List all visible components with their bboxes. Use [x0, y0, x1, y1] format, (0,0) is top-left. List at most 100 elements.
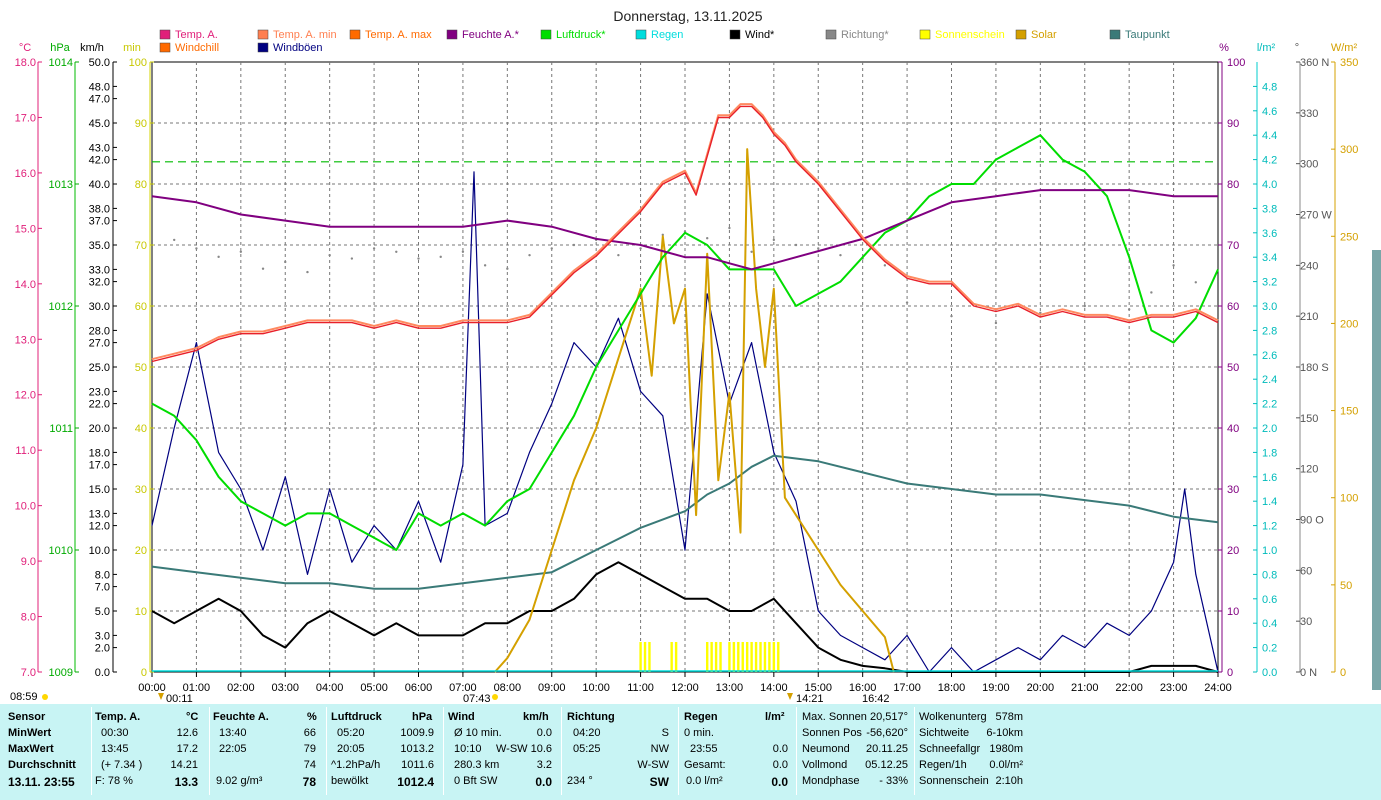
- humidity-max-time: 22:05: [219, 743, 247, 755]
- series-solar: [494, 148, 895, 673]
- axis-tick-label-pressure: 1013: [49, 179, 73, 191]
- sunshine-bar: [737, 642, 740, 672]
- direction-dot: [817, 247, 820, 250]
- axis-tick-label-wind: 27.0: [89, 338, 110, 350]
- legend-swatch: [540, 29, 552, 40]
- sunshine-bar: [719, 642, 722, 672]
- legend-swatch: [257, 29, 269, 40]
- axis-tick-label-temp: 14.0: [15, 279, 36, 291]
- direction-dot: [483, 264, 487, 267]
- legend-label: Temp. A. max: [365, 29, 432, 41]
- axis-tick-label-wind: 12.0: [89, 521, 110, 533]
- moonset-label: 14:21: [796, 693, 824, 704]
- sunrise-icon: [492, 694, 498, 700]
- legend-swatch: [257, 42, 269, 53]
- x-tick-label: 15:00: [804, 682, 832, 694]
- wind-avg10-label: Ø 10 min.: [454, 727, 502, 739]
- axis-tick-label-rain: 1.0: [1262, 545, 1277, 557]
- temp-current-value: 13.3: [174, 775, 198, 789]
- sunshine-bar: [728, 642, 731, 672]
- x-tick-label: 02:00: [227, 682, 255, 694]
- axis-tick-label-wind: 32.0: [89, 277, 110, 289]
- axis-tick-label-temp: 10.0: [15, 501, 36, 513]
- chart-background: [0, 0, 1381, 704]
- rain-max-value: 0.0: [772, 743, 788, 755]
- axis-tick-label-min: 10: [135, 606, 147, 618]
- axis-tick-label-rain: 2.6: [1262, 350, 1277, 362]
- direction-dot: [550, 247, 553, 250]
- sensor-header: Sensor: [8, 711, 46, 723]
- axis-tick-label-direction: 180 S: [1300, 362, 1329, 374]
- moonset-icon: [787, 693, 793, 700]
- x-tick-label: 13:00: [716, 682, 744, 694]
- panel-divider: [914, 707, 915, 795]
- direction-dot: [750, 250, 753, 253]
- direction-dot: [572, 243, 576, 247]
- rain-max-time: 23:55: [690, 743, 718, 755]
- sensor-min-label: MinWert: [8, 727, 52, 739]
- visibility-label: Sichtweite: [919, 727, 970, 739]
- direction-dot: [395, 250, 398, 253]
- axis-tick-label-rain: 3.4: [1262, 252, 1277, 264]
- sunshine-bar: [732, 642, 736, 672]
- axis-tick-label-rain: 0.6: [1262, 594, 1277, 606]
- legend-label: Regen: [651, 29, 683, 41]
- markers: 08:59 00:11 07:43 14:21 16:42: [10, 691, 890, 704]
- axis-tick-label-wind: 17.0: [89, 460, 110, 472]
- panel-divider: [326, 707, 327, 795]
- axis-tick-label-temp: 16.0: [15, 168, 36, 180]
- moon-phase-value: - 33%: [879, 775, 908, 787]
- axis-tick-label-pressure: 1010: [49, 545, 73, 557]
- legend-swatch: [1015, 29, 1027, 40]
- axis-tick-label-rain: 4.8: [1262, 81, 1277, 93]
- humidity-current-note: 9.02 g/m³: [216, 775, 263, 787]
- axis-tick-label-humidity: 70: [1227, 240, 1239, 252]
- legend: Temp. A. Temp. A. min Temp. A. max Feuchte …: [159, 29, 1170, 54]
- sunset-label: 16:42: [862, 693, 890, 704]
- x-tick-label: 00:00: [138, 682, 166, 694]
- axis-tick-label-direction: 330: [1300, 108, 1318, 120]
- axis-tick-label-humidity: 60: [1227, 301, 1239, 313]
- sunshine-bar: [741, 642, 744, 672]
- x-tick-label: 17:00: [893, 682, 921, 694]
- axis-tick-label-temp: 15.0: [15, 223, 36, 235]
- axis-tick-label-wind: 33.0: [89, 264, 110, 276]
- axis-tick-label-min: 30: [135, 484, 147, 496]
- direction-dot: [461, 250, 465, 253]
- axis-tick-label-rain: 2.2: [1262, 399, 1277, 411]
- direction-dot: [328, 253, 331, 257]
- x-tick-label: 20:00: [1027, 682, 1055, 694]
- axis-tick-label-temp: 13.0: [15, 334, 36, 346]
- x-tick-label: 24:00: [1204, 682, 1232, 694]
- axis-tick-label-min: 60: [135, 301, 147, 313]
- sunshine-bar: [759, 642, 762, 672]
- legend-swatch: [919, 29, 931, 40]
- axis-tick-label-wind: 38.0: [89, 203, 110, 215]
- x-tick-label: 19:00: [982, 682, 1010, 694]
- axis-tick-label-rain: 2.8: [1262, 325, 1277, 337]
- axis-tick-label-wind: 42.0: [89, 155, 110, 167]
- sunshine-bar: [768, 642, 771, 672]
- axis-tick-label-wind: 5.0: [95, 606, 110, 618]
- temp-min-value: 12.6: [176, 727, 198, 739]
- direction-dot: [950, 314, 953, 318]
- direction-dot: [528, 253, 531, 257]
- temp-current-note: F: 78 %: [95, 775, 133, 787]
- x-tick-label: 22:00: [1115, 682, 1143, 694]
- direction-avg-value: W-SW: [637, 759, 669, 771]
- axis-tick-label-solar: 150: [1340, 406, 1358, 418]
- direction-max-value: NW: [650, 743, 669, 755]
- series-luftdruck: [151, 134, 1219, 551]
- axis-tick-label-rain: 4.4: [1262, 130, 1277, 142]
- wind-header: Wind: [448, 711, 475, 723]
- axis-tick-label-rain: 1.2: [1262, 521, 1277, 533]
- direction-dot: [639, 247, 642, 250]
- direction-dot: [706, 237, 709, 240]
- direction-dot: [883, 264, 887, 267]
- humidity-avg-value: 74: [303, 759, 316, 771]
- axis-tick-label-rain: 2.0: [1262, 423, 1277, 435]
- wind-avg10-value: 0.0: [536, 727, 552, 739]
- time-label-left: 08:59: [10, 691, 38, 703]
- pressure-current-note: bewölkt: [331, 775, 369, 787]
- axis-tick-label-min: 90: [135, 118, 147, 130]
